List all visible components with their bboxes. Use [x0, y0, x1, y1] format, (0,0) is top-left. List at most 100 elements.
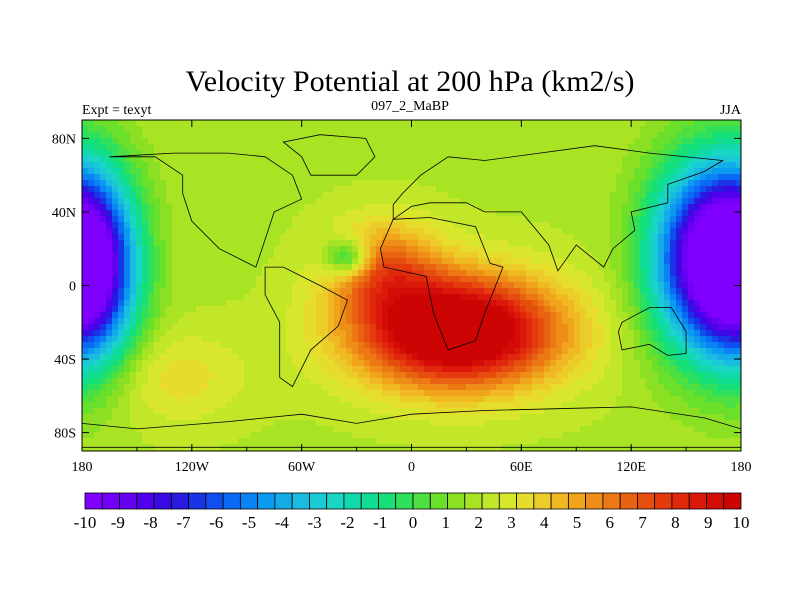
field-cell [568, 228, 575, 235]
field-cell [322, 162, 329, 169]
field-cell [532, 222, 539, 229]
field-cell [190, 192, 197, 199]
field-cell [334, 192, 341, 199]
field-cell [412, 348, 419, 355]
field-cell [100, 132, 107, 139]
field-cell [424, 120, 431, 127]
field-cell [394, 246, 401, 253]
field-cell [202, 342, 209, 349]
field-cell [250, 186, 257, 193]
field-cell [256, 120, 263, 127]
field-cell [286, 240, 293, 247]
field-cell [304, 132, 311, 139]
field-cell [274, 276, 281, 283]
field-cell [172, 264, 179, 271]
field-cell [514, 228, 521, 235]
field-cell [472, 126, 479, 133]
field-cell [700, 282, 707, 289]
field-cell [628, 174, 635, 181]
field-cell [208, 252, 215, 259]
field-cell [358, 246, 365, 253]
field-cell [352, 270, 359, 277]
field-cell [94, 366, 101, 373]
field-cell [712, 174, 719, 181]
field-cell [280, 192, 287, 199]
field-cell [304, 360, 311, 367]
field-cell [706, 132, 713, 139]
field-cell [268, 354, 275, 361]
field-cell [238, 318, 245, 325]
field-cell [568, 294, 575, 301]
field-cell [328, 216, 335, 223]
field-cell [106, 186, 113, 193]
field-cell [598, 150, 605, 157]
field-cell [172, 144, 179, 151]
field-cell [256, 270, 263, 277]
field-cell [532, 198, 539, 205]
field-cell [136, 192, 143, 199]
field-cell [160, 294, 167, 301]
field-cell [142, 282, 149, 289]
field-cell [118, 198, 125, 205]
field-cell [532, 366, 539, 373]
field-cell [604, 348, 611, 355]
field-cell [568, 282, 575, 289]
field-cell [400, 258, 407, 265]
field-cell [592, 282, 599, 289]
field-cell [172, 360, 179, 367]
field-cell [262, 372, 269, 379]
field-cell [226, 294, 233, 301]
field-cell [406, 120, 413, 127]
field-cell [178, 216, 185, 223]
field-cell [532, 138, 539, 145]
field-cell [550, 120, 557, 127]
field-cell [382, 210, 389, 217]
field-cell [358, 126, 365, 133]
field-cell [106, 240, 113, 247]
field-cell [250, 150, 257, 157]
field-cell [676, 288, 683, 295]
field-cell [454, 270, 461, 277]
field-cell [466, 348, 473, 355]
field-cell [604, 210, 611, 217]
field-cell [154, 132, 161, 139]
field-cell [244, 324, 251, 331]
field-cell [478, 360, 485, 367]
field-cell [640, 264, 647, 271]
field-cell [100, 210, 107, 217]
field-cell [514, 204, 521, 211]
field-cell [682, 330, 689, 337]
field-cell [592, 306, 599, 313]
field-cell [724, 318, 731, 325]
field-cell [694, 210, 701, 217]
field-cell [364, 210, 371, 217]
field-cell [622, 336, 629, 343]
field-cell [646, 258, 653, 265]
field-cell [292, 204, 299, 211]
field-cell [388, 144, 395, 151]
field-cell [340, 360, 347, 367]
field-cell [304, 342, 311, 349]
field-cell [106, 384, 113, 391]
field-cell [532, 264, 539, 271]
field-cell [142, 354, 149, 361]
field-cell [160, 270, 167, 277]
field-cell [88, 336, 95, 343]
field-cell [712, 336, 719, 343]
field-cell [478, 168, 485, 175]
field-cell [532, 300, 539, 307]
field-cell [244, 294, 251, 301]
field-cell [646, 168, 653, 175]
field-cell [340, 294, 347, 301]
field-cell [574, 120, 581, 127]
field-cell [676, 384, 683, 391]
field-cell [574, 318, 581, 325]
field-cell [676, 330, 683, 337]
field-cell [490, 186, 497, 193]
field-cell [628, 330, 635, 337]
field-cell [172, 300, 179, 307]
field-cell [154, 150, 161, 157]
field-cell [670, 174, 677, 181]
field-cell [316, 234, 323, 241]
field-cell [550, 372, 557, 379]
